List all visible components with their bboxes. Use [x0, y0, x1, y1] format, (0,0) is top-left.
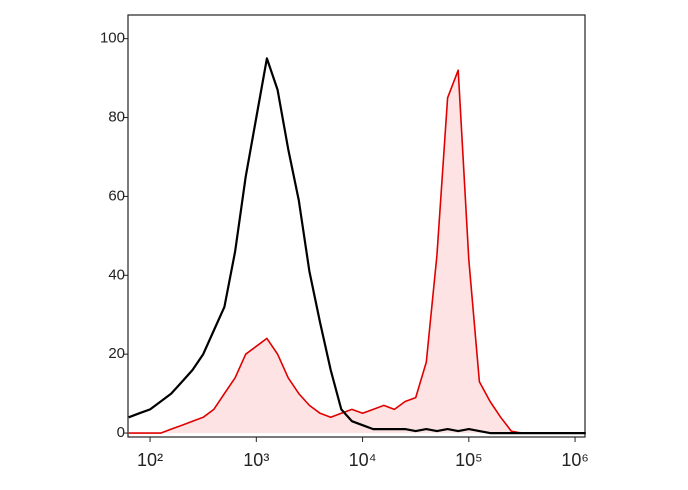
plot-frame	[127, 14, 586, 438]
x-tick-label: 10⁵	[455, 450, 482, 470]
x-tick-label: 10⁶	[561, 450, 588, 470]
histogram-line	[128, 69, 586, 434]
y-tick-label: 60	[108, 187, 125, 204]
histogram-area	[128, 70, 586, 434]
x-tick-label: 10²	[137, 450, 163, 470]
y-tick-label: 20	[108, 345, 125, 362]
x-tick-label: 10⁴	[349, 450, 377, 470]
y-tick-label: 0	[117, 424, 125, 441]
x-tick-label: 10³	[243, 450, 269, 470]
y-tick-label: 80	[108, 109, 125, 126]
y-tick-label: 40	[108, 266, 125, 283]
histogram-line	[128, 57, 586, 435]
y-tick-label: 100	[100, 30, 125, 47]
